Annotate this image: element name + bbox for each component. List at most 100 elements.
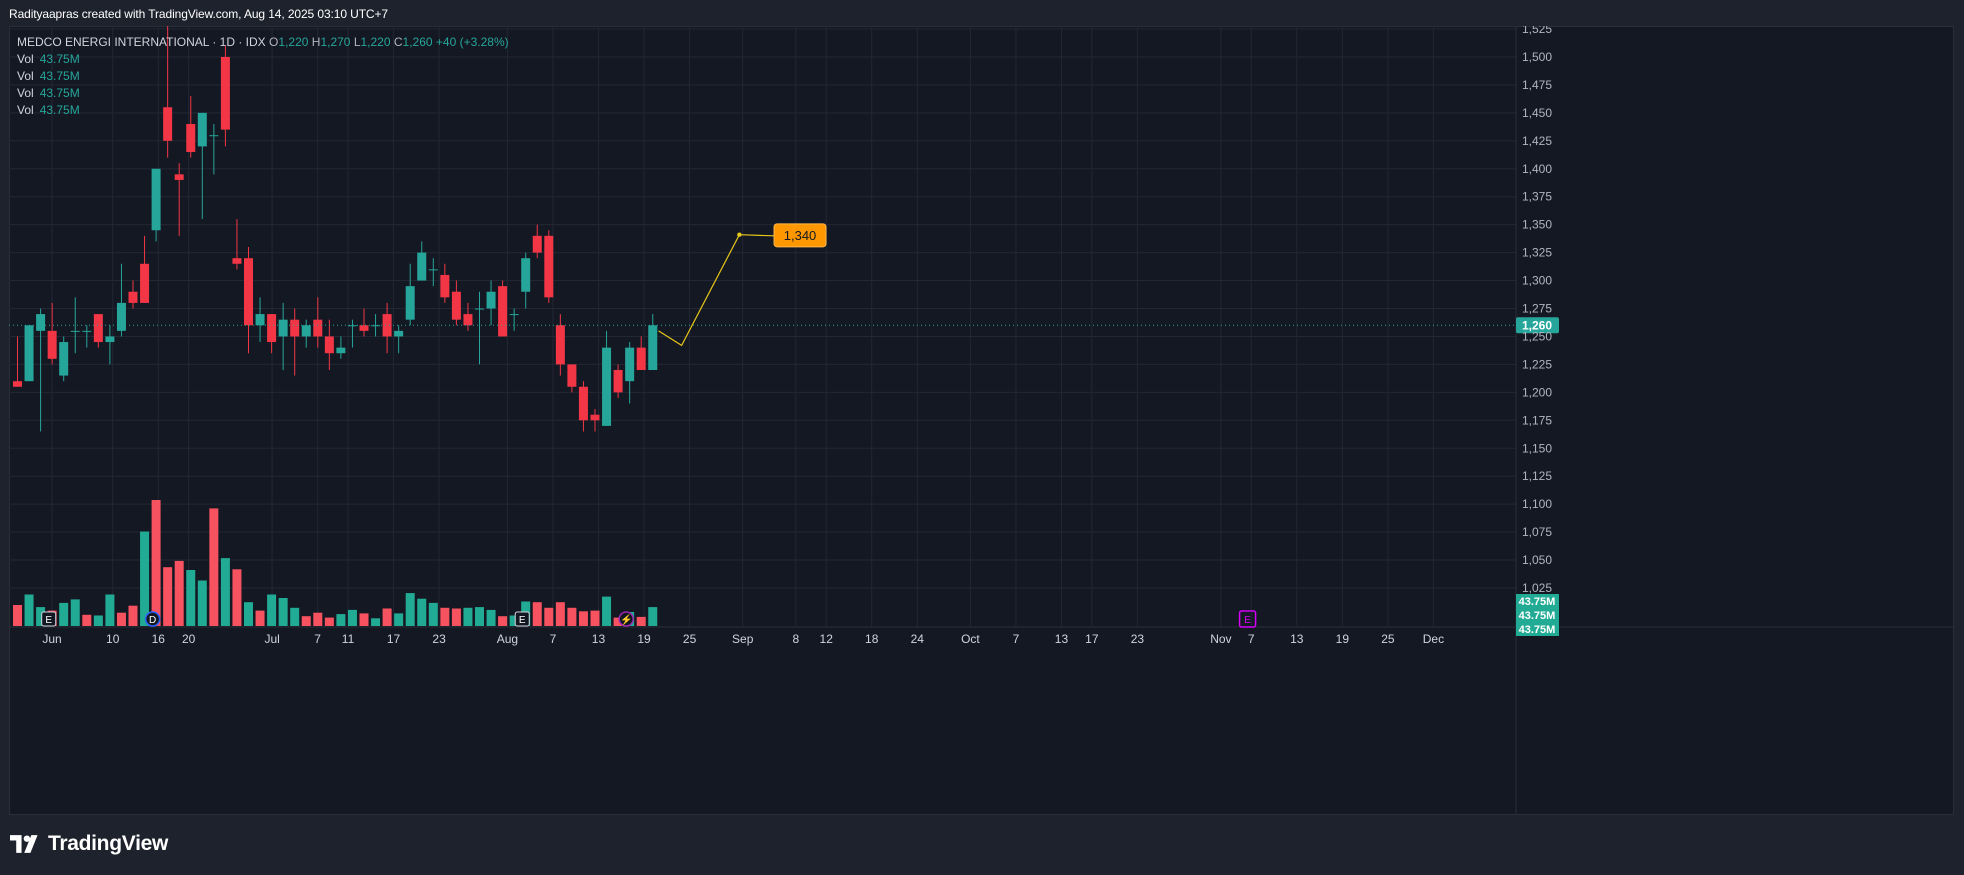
price-tick-label: 1,150 (1522, 441, 1552, 455)
price-tick-label: 1,300 (1522, 274, 1552, 288)
candle-body (151, 168, 161, 231)
candle-body (475, 308, 484, 310)
price-tick-label: 1,425 (1522, 134, 1552, 148)
volume-bar (220, 558, 230, 626)
volume-bar (59, 602, 69, 626)
volume-tag-label: 43.75M (1519, 610, 1556, 622)
grid (9, 26, 1954, 815)
volume-bar (532, 602, 542, 626)
candle-body (290, 319, 300, 337)
volume-bar (140, 531, 150, 626)
candle-body (70, 330, 80, 332)
candle-body (313, 319, 323, 337)
price-tick-label: 1,325 (1522, 246, 1552, 260)
price-tick-label: 1,225 (1522, 357, 1552, 371)
time-tick-label: 13 (1055, 632, 1069, 646)
candle-body (255, 314, 265, 326)
volume-tag (1516, 594, 1559, 608)
volume-bar (116, 612, 126, 626)
candle-body (394, 330, 404, 337)
volume-bar (544, 607, 554, 626)
volume-bar (36, 607, 46, 626)
candle-body (347, 325, 357, 327)
volume-bar (648, 607, 658, 626)
price-tick-label: 1,350 (1522, 218, 1552, 232)
candle-body (301, 325, 311, 337)
candle-body (209, 135, 219, 137)
price-tick-label: 1,075 (1522, 525, 1552, 539)
time-tick-label: 18 (865, 632, 879, 646)
candle-body (602, 347, 612, 426)
candle-body (498, 286, 508, 337)
volume-bar (486, 609, 496, 626)
candle-body (359, 325, 369, 331)
time-axis: Jun 10 16 20 Jul 7 11 17 23 Aug 7 13 19 25 Sep 8 12 18 24 O… (42, 632, 1444, 646)
legend-ohlc-row: MEDCO ENERGI INTERNATIONAL · 1D · IDX O1… (17, 35, 509, 49)
chart-caption: Radityaapras created with TradingView.co… (9, 7, 388, 21)
volume-bar (174, 560, 184, 626)
price-tick-label: 1,025 (1522, 581, 1552, 595)
candle-body (371, 325, 381, 327)
candle-body (451, 291, 461, 320)
candle-body (555, 325, 565, 365)
volume-tag (1516, 608, 1559, 622)
time-tick-label: 24 (911, 632, 925, 646)
time-tick-label: 12 (820, 632, 834, 646)
candle-body (440, 274, 450, 298)
earnings-event-icon (41, 611, 57, 627)
event-label: E (1244, 615, 1251, 626)
candle-body (532, 235, 542, 253)
volume-bar (197, 580, 207, 626)
event-bolt-icon (618, 611, 634, 627)
time-tick-label: 23 (1131, 632, 1145, 646)
time-tick-label: 7 (1013, 632, 1020, 646)
price-tick-label: 1,100 (1522, 497, 1552, 511)
tradingview-logo[interactable]: TradingView (10, 832, 168, 856)
volume-tag-label: 43.75M (1519, 596, 1556, 608)
candle-body (625, 347, 635, 382)
candle-body (405, 286, 415, 320)
time-tick-label: Dec (1423, 632, 1444, 646)
volume-bar (636, 616, 646, 626)
volume-bar (463, 607, 473, 626)
time-tick-label: 23 (432, 632, 446, 646)
price-tick-label: 1,475 (1522, 78, 1552, 92)
candle-body (186, 124, 196, 152)
candle-body (197, 112, 207, 147)
volume-bar (267, 594, 277, 626)
price-axis: 1,025 1,050 1,075 1,100 1,125 1,150 1,175 1,200… (1522, 26, 1552, 595)
volume-bar (336, 614, 346, 626)
time-tick-label: 17 (1085, 632, 1099, 646)
time-tick-label: Jul (264, 632, 279, 646)
volume-bar (82, 614, 92, 626)
volume-bar (382, 608, 392, 626)
target-price-tag (773, 223, 827, 248)
candle-body (417, 252, 427, 281)
candle-body (382, 314, 392, 337)
time-tick-label: 20 (182, 632, 196, 646)
time-tick-label: 17 (387, 632, 401, 646)
event-label: ⚡ (620, 613, 632, 626)
volume-bar (324, 617, 334, 626)
open-value: 1,220 (278, 35, 309, 49)
candle-body (128, 291, 138, 303)
candle-body (140, 263, 150, 303)
legend-volume-row: Vol 43.75M (17, 86, 80, 100)
candle-body (24, 325, 34, 382)
price-tick-label: 1,200 (1522, 385, 1552, 399)
legend-volume-row: Vol 43.75M (17, 69, 80, 83)
volume-bar (394, 613, 404, 626)
candle-body (544, 235, 554, 298)
volume-bar (255, 610, 265, 626)
change-value: +40 (+3.28%) (435, 35, 509, 49)
volume-bar (602, 596, 612, 626)
time-tick-label: 16 (152, 632, 166, 646)
event-label: E (519, 615, 526, 626)
candle-body (324, 336, 334, 354)
event-label: D (149, 615, 156, 626)
candle-body (59, 342, 69, 376)
volume-bar (475, 607, 484, 626)
volume-bar (498, 616, 508, 626)
candle-body (174, 174, 184, 180)
